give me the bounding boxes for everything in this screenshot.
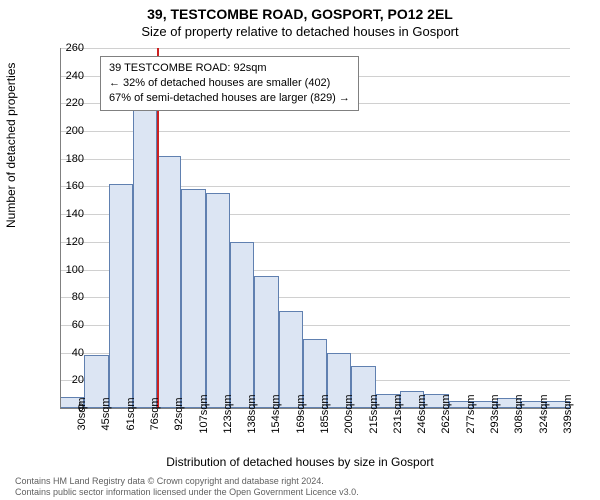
x-tick-label: 123sqm	[222, 394, 234, 433]
y-tick-label: 160	[66, 180, 84, 192]
x-tick-label: 61sqm	[125, 397, 137, 430]
annotation-box: 39 TESTCOMBE ROAD: 92sqm← 32% of detache…	[100, 56, 359, 111]
x-tick-label: 231sqm	[392, 394, 404, 433]
histogram-chart: 39 TESTCOMBE ROAD: 92sqm← 32% of detache…	[60, 48, 570, 408]
page-title: 39, TESTCOMBE ROAD, GOSPORT, PO12 2EL	[0, 0, 600, 22]
x-tick-label: 215sqm	[368, 394, 380, 433]
histogram-bar	[254, 276, 278, 408]
y-tick-label: 180	[66, 153, 84, 165]
page-subtitle: Size of property relative to detached ho…	[0, 22, 600, 39]
x-axis-label: Distribution of detached houses by size …	[0, 455, 600, 469]
y-tick-label: 200	[66, 125, 84, 137]
y-tick-label: 240	[66, 70, 84, 82]
x-tick-label: 339sqm	[562, 394, 574, 433]
histogram-bar	[133, 106, 157, 408]
x-tick-label: 246sqm	[416, 394, 428, 433]
annotation-line-2: ← 32% of detached houses are smaller (40…	[109, 76, 350, 91]
grid-line	[60, 48, 570, 49]
footer-attribution: Contains HM Land Registry data © Crown c…	[15, 476, 359, 498]
x-tick-label: 200sqm	[343, 394, 355, 433]
footer-line-2: Contains public sector information licen…	[15, 487, 359, 498]
y-tick-label: 120	[66, 236, 84, 248]
annotation-line-3: 67% of semi-detached houses are larger (…	[109, 91, 350, 106]
y-axis-label: Number of detached properties	[4, 63, 18, 228]
x-tick-label: 185sqm	[319, 394, 331, 433]
y-tick-label: 220	[66, 97, 84, 109]
y-tick-label: 260	[66, 42, 84, 54]
y-tick-label: 20	[72, 374, 84, 386]
x-tick-label: 76sqm	[149, 397, 161, 430]
x-tick-label: 293sqm	[489, 394, 501, 433]
histogram-bar	[157, 156, 181, 408]
x-tick-label: 30sqm	[76, 397, 88, 430]
annotation-line-1: 39 TESTCOMBE ROAD: 92sqm	[109, 61, 350, 76]
histogram-bar	[109, 184, 133, 408]
y-axis-line	[60, 48, 61, 408]
y-tick-label: 40	[72, 347, 84, 359]
x-tick-label: 262sqm	[440, 394, 452, 433]
histogram-bar	[181, 189, 205, 408]
x-tick-label: 92sqm	[173, 397, 185, 430]
x-tick-label: 138sqm	[246, 394, 258, 433]
x-tick-label: 169sqm	[295, 394, 307, 433]
footer-line-1: Contains HM Land Registry data © Crown c…	[15, 476, 359, 487]
x-tick-label: 324sqm	[538, 394, 550, 433]
histogram-bar	[230, 242, 254, 408]
y-tick-label: 140	[66, 208, 84, 220]
y-tick-label: 80	[72, 291, 84, 303]
y-tick-label: 60	[72, 319, 84, 331]
x-tick-label: 107sqm	[198, 394, 210, 433]
x-tick-label: 154sqm	[270, 394, 282, 433]
x-tick-label: 277sqm	[465, 394, 477, 433]
y-tick-label: 100	[66, 264, 84, 276]
x-tick-label: 45sqm	[100, 397, 112, 430]
x-tick-label: 308sqm	[513, 394, 525, 433]
histogram-bar	[206, 193, 230, 408]
